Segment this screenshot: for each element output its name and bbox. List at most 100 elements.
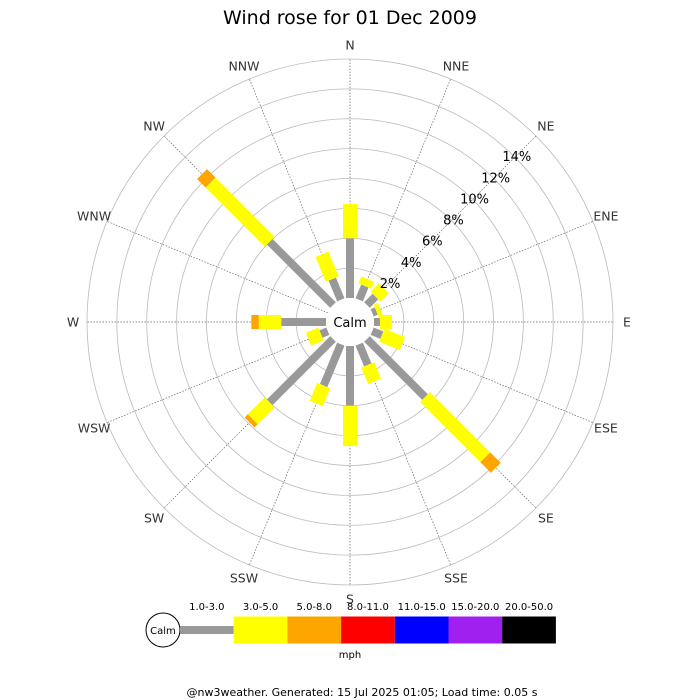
calm-label: Calm <box>333 316 366 331</box>
bar-segment-nnw-1 <box>328 277 345 302</box>
bar-segment-ene-1 <box>370 307 378 317</box>
legend-bin-label: 11.0-15.0 <box>398 602 446 613</box>
bar-segment-ne-1 <box>364 293 379 308</box>
bar-segment-se-2 <box>420 392 491 463</box>
legend-swatch-1 <box>180 626 234 634</box>
range-ring <box>86 58 614 586</box>
bar-segment-nne-2 <box>358 276 375 289</box>
direction-label-ssw: SSW <box>230 570 258 585</box>
bar-segment-s-2 <box>343 405 357 447</box>
bar-segment-w-3 <box>251 315 259 329</box>
bar-segment-n-1 <box>346 238 354 298</box>
calm-circle <box>326 298 374 346</box>
bar-segment-nne-1 <box>355 284 369 302</box>
bar-segment-sw-2 <box>247 397 275 425</box>
direction-label-se: SE <box>538 510 554 525</box>
bar-group-nne <box>355 276 375 302</box>
wind-bars <box>197 169 501 473</box>
direction-label-ese: ESE <box>594 421 618 436</box>
bar-segment-se-1 <box>364 336 428 400</box>
bar-segment-wsw-1 <box>319 327 330 338</box>
bar-segment-nnw-2 <box>315 251 339 282</box>
direction-label-ene: ENE <box>593 208 618 223</box>
percent-label: 6% <box>422 235 443 250</box>
percent-label: 4% <box>401 256 422 271</box>
bar-group-ene <box>370 302 384 318</box>
legend-swatch-7 <box>502 616 556 644</box>
legend-swatch-5 <box>394 616 449 644</box>
speed-legend: Calm 1.0-3.0 3.0-5.0 5.0-8.0 8.0-11.0 11.0-15… <box>145 602 556 661</box>
percent-label: 14% <box>502 150 531 165</box>
bar-group-sw <box>244 336 336 428</box>
percent-label: 12% <box>481 171 510 186</box>
bar-group-e <box>374 315 392 329</box>
bar-segment-sse-1 <box>355 342 372 367</box>
bar-segment-e-1 <box>374 318 380 326</box>
bar-group-nw <box>197 169 336 308</box>
bar-segment-nw-1 <box>266 238 336 308</box>
bar-group-ssw <box>309 342 345 407</box>
spoke-ese <box>372 330 594 423</box>
bar-segment-ssw-1 <box>319 342 345 388</box>
bar-segment-sw-1 <box>266 336 336 406</box>
direction-label-s: S <box>346 592 354 607</box>
direction-labels: N NNE NE ENE E ESE SE SSE S SSW SW WSW W WNW NW NNW <box>67 38 631 607</box>
direction-label-e: E <box>623 315 631 330</box>
bar-segment-s-1 <box>346 346 354 406</box>
bar-segment-ne-2 <box>370 283 389 302</box>
legend-bin-label: 8.0-11.0 <box>347 602 389 613</box>
percent-label: 8% <box>443 214 464 229</box>
bar-segment-sse-2 <box>361 362 382 385</box>
bar-segment-n-2 <box>343 203 357 239</box>
bar-segment-w-2 <box>258 315 282 329</box>
legend-swatch-3 <box>287 616 342 644</box>
range-ring <box>206 178 494 466</box>
range-ring <box>176 148 524 496</box>
footer-text: @nw3weather. Generated: 15 Jul 2025 01:0… <box>187 686 538 699</box>
spoke-wsw <box>106 330 328 423</box>
bar-segment-nw-3 <box>197 169 216 188</box>
percent-label: 10% <box>460 192 489 207</box>
legend-swatch-2 <box>233 616 288 644</box>
direction-label-w: W <box>67 315 79 330</box>
bar-group-ese <box>370 327 406 351</box>
bar-group-n <box>343 203 357 298</box>
legend-bin-label: 3.0-5.0 <box>243 602 278 613</box>
bar-group-nnw <box>315 251 345 302</box>
spoke-ene <box>372 221 594 314</box>
legend-bin-label: 1.0-3.0 <box>189 602 224 613</box>
percent-labels: 2%4%6%8% 10% 12% 14% <box>380 150 532 292</box>
legend-swatch-6 <box>448 616 503 644</box>
legend-swatch-4 <box>341 616 395 644</box>
direction-label-wsw: WSW <box>78 421 111 436</box>
legend-bin-label: 20.0-50.0 <box>505 602 553 613</box>
range-ring <box>146 118 554 526</box>
bar-segment-wsw-2 <box>305 327 324 346</box>
direction-label-wnw: WNW <box>77 208 111 223</box>
legend-bin-label: 15.0-20.0 <box>451 602 499 613</box>
direction-label-sw: SW <box>144 510 164 525</box>
direction-label-nnw: NNW <box>228 59 259 74</box>
direction-label-nne: NNE <box>443 59 470 74</box>
bar-segment-nw-2 <box>205 177 275 247</box>
percent-label: 2% <box>380 277 401 292</box>
direction-label-ne: NE <box>537 119 554 134</box>
bar-group-w <box>251 315 326 329</box>
bar-group-wsw <box>305 327 330 346</box>
spoke-nne <box>358 78 451 300</box>
bar-segment-sw-3 <box>244 414 258 428</box>
direction-label-n: N <box>345 38 354 53</box>
bar-group-se <box>364 336 501 473</box>
bar-segment-ene-2 <box>373 302 384 318</box>
bar-segment-se-3 <box>480 452 501 473</box>
legend-calm-label: Calm <box>150 626 176 637</box>
bar-segment-ssw-2 <box>309 382 331 407</box>
legend-bin-label: 5.0-8.0 <box>297 602 332 613</box>
bar-segment-e-2 <box>379 315 392 329</box>
bar-segment-ese-1 <box>370 327 384 339</box>
calm-center: Calm <box>326 298 374 346</box>
bar-segment-ese-2 <box>379 328 406 351</box>
direction-label-sse: SSE <box>444 570 468 585</box>
bar-segment-w-1 <box>281 318 326 326</box>
